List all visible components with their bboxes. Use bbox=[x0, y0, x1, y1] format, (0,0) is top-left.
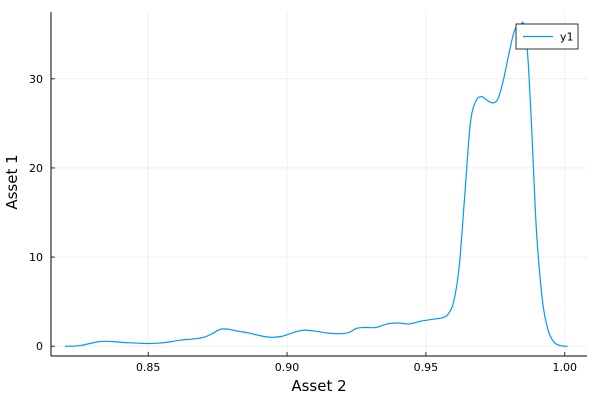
legend-label-0: y1 bbox=[560, 31, 574, 44]
tick-labels: 0.85 0.90 0.95 1.00 0 10 20 30 bbox=[29, 73, 577, 374]
x-tick-label-0: 0.85 bbox=[136, 361, 161, 374]
y-tick-label-0: 0 bbox=[36, 340, 43, 353]
x-tick-label-2: 0.95 bbox=[414, 361, 439, 374]
grid-lines bbox=[51, 12, 587, 356]
x-axis-title: Asset 2 bbox=[291, 377, 346, 395]
y-tick-label-1: 10 bbox=[29, 251, 43, 264]
x-tick-label-3: 1.00 bbox=[553, 361, 578, 374]
y-axis-title: Asset 1 bbox=[3, 154, 21, 209]
plot-area bbox=[64, 21, 568, 347]
y-tick-label-2: 20 bbox=[29, 162, 43, 175]
x-tick-label-1: 0.90 bbox=[275, 361, 300, 374]
series-line-y1 bbox=[64, 21, 568, 347]
legend: y1 bbox=[515, 23, 579, 50]
axes bbox=[50, 12, 587, 357]
y-tick-label-3: 30 bbox=[29, 73, 43, 86]
